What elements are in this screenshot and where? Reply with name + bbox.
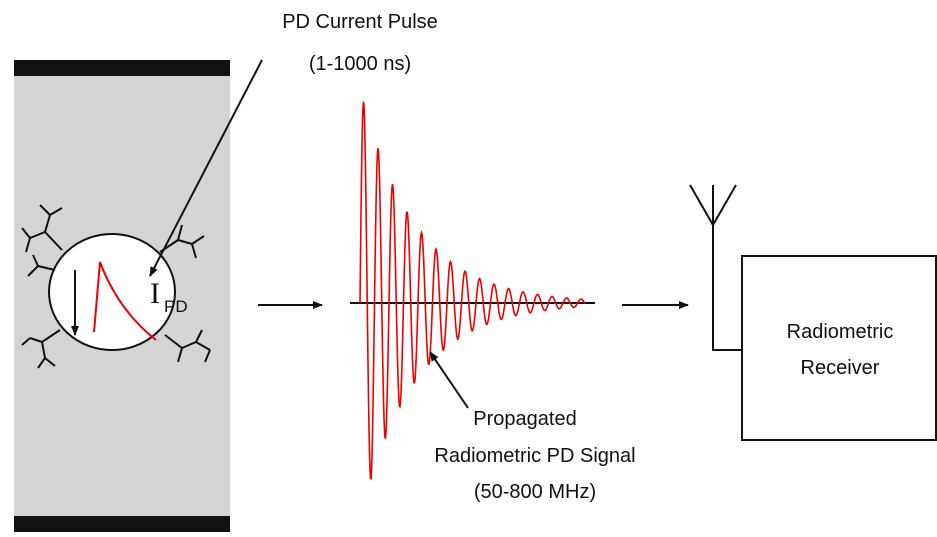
signal-label: Radiometric PD Signal <box>434 445 635 467</box>
rf-signal <box>359 101 586 481</box>
void <box>48 233 176 351</box>
pulse-pointer <box>149 59 263 277</box>
current-pulse <box>93 261 157 341</box>
current-symbol: I <box>150 277 160 310</box>
signal-label: Propagated <box>473 408 576 430</box>
electrode-bottom <box>14 516 230 532</box>
electrode-top <box>14 60 230 76</box>
current-subscript: PD <box>164 297 188 316</box>
antenna <box>689 184 742 351</box>
pulse-label: (1-1000 ns) <box>309 53 411 75</box>
receiver-label: Radiometric <box>787 321 894 343</box>
signal-pointer <box>429 351 469 409</box>
receiver-box <box>741 255 937 441</box>
pulse-label: PD Current Pulse <box>282 11 438 33</box>
signal-label: (50-800 MHz) <box>474 481 596 503</box>
receiver-label: Receiver <box>801 357 880 379</box>
trees <box>21 204 211 369</box>
